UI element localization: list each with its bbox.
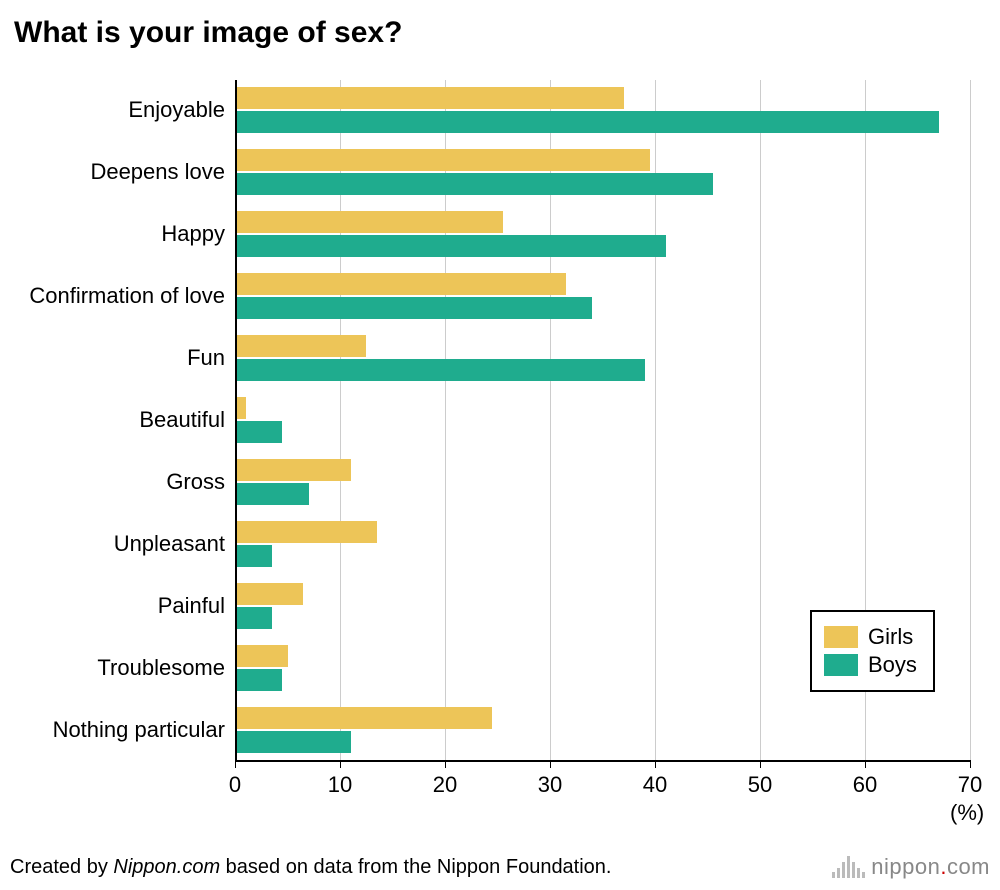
x-tick-mark [655, 760, 656, 768]
bar-girls [235, 521, 377, 543]
footer: Created by Nippon.com based on data from… [10, 854, 990, 880]
category-label: Gross [166, 469, 225, 495]
logo-dot: . [940, 854, 947, 879]
y-axis-line [235, 80, 237, 760]
category-label: Deepens love [90, 159, 225, 185]
category-label: Happy [161, 221, 225, 247]
category-label: Fun [187, 345, 225, 371]
source-suffix: based on data from the Nippon Foundation… [220, 856, 611, 878]
chart-title: What is your image of sex? [14, 16, 402, 50]
category-label: Enjoyable [128, 97, 225, 123]
legend-item-boys: Boys [824, 652, 917, 678]
bar-boys [235, 359, 645, 381]
x-tick-label: 20 [433, 772, 457, 798]
source-em: Nippon.com [113, 856, 220, 878]
bar-boys [235, 731, 351, 753]
x-axis-unit: (%) [950, 800, 984, 826]
legend-label-girls: Girls [868, 624, 913, 650]
x-tick-label: 0 [229, 772, 241, 798]
x-tick-mark [340, 760, 341, 768]
x-tick-label: 70 [958, 772, 982, 798]
gridline [970, 80, 971, 760]
x-tick-label: 50 [748, 772, 772, 798]
category-label: Beautiful [139, 407, 225, 433]
logo-text: nippon.com [871, 854, 990, 880]
logo-part1: nippon [871, 854, 940, 879]
bar-girls [235, 211, 503, 233]
x-tick-mark [865, 760, 866, 768]
x-tick-mark [970, 760, 971, 768]
x-tick-label: 60 [853, 772, 877, 798]
bar-girls [235, 273, 566, 295]
bar-boys [235, 421, 282, 443]
source-prefix: Created by [10, 856, 113, 878]
legend-item-girls: Girls [824, 624, 917, 650]
bar-girls [235, 707, 492, 729]
bar-girls [235, 149, 650, 171]
category-label: Nothing particular [53, 717, 225, 743]
legend-swatch-girls [824, 626, 858, 648]
x-tick-label: 10 [328, 772, 352, 798]
bar-girls [235, 459, 351, 481]
bar-boys [235, 111, 939, 133]
category-label: Painful [158, 593, 225, 619]
bar-boys [235, 297, 592, 319]
x-tick-mark [550, 760, 551, 768]
bar-boys [235, 545, 272, 567]
x-tick-mark [445, 760, 446, 768]
legend: Girls Boys [810, 610, 935, 692]
logo: nippon.com [832, 854, 990, 880]
logo-part2: com [947, 854, 990, 879]
logo-bars-icon [832, 856, 865, 878]
source-text: Created by Nippon.com based on data from… [10, 856, 612, 879]
bar-boys [235, 607, 272, 629]
x-tick-label: 40 [643, 772, 667, 798]
category-label: Troublesome [97, 655, 225, 681]
category-label: Confirmation of love [29, 283, 225, 309]
bar-boys [235, 483, 309, 505]
legend-label-boys: Boys [868, 652, 917, 678]
category-label: Unpleasant [114, 531, 225, 557]
bar-girls [235, 87, 624, 109]
x-tick-label: 30 [538, 772, 562, 798]
chart-area: Girls Boys (%) 010203040506070EnjoyableD… [0, 80, 1000, 800]
x-tick-mark [760, 760, 761, 768]
bar-girls [235, 335, 366, 357]
gridline [760, 80, 761, 760]
x-axis-line [235, 760, 970, 762]
x-tick-mark [235, 760, 236, 768]
bar-boys [235, 235, 666, 257]
bar-boys [235, 669, 282, 691]
bar-girls [235, 645, 288, 667]
bar-boys [235, 173, 713, 195]
legend-swatch-boys [824, 654, 858, 676]
bar-girls [235, 583, 303, 605]
